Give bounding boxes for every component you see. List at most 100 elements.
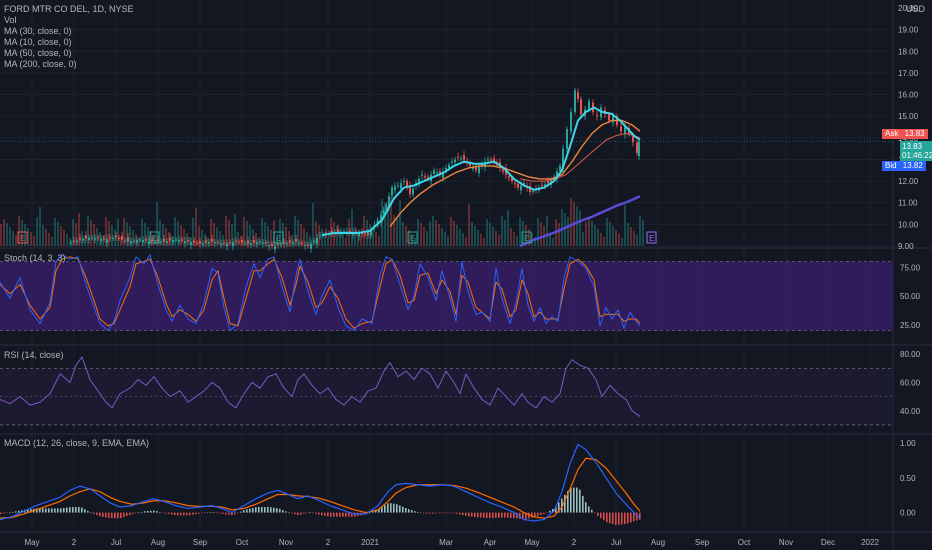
volume-bar	[309, 236, 311, 246]
x-tick-label: Dec	[821, 538, 835, 547]
rsi-legend[interactable]: RSI (14, close)	[4, 350, 64, 360]
macd-histogram-bar	[264, 507, 266, 513]
x-tick-label: 2022	[861, 538, 879, 547]
candle-body	[608, 114, 610, 121]
legend-ma200[interactable]: MA (200, close, 0)	[4, 59, 77, 69]
candle-body	[454, 159, 456, 163]
volume-bar	[0, 224, 2, 246]
stoch-legend[interactable]: Stoch (14, 3, 3)	[4, 253, 66, 263]
macd-histogram-bar	[495, 512, 497, 518]
macd-histogram-bar	[462, 512, 464, 516]
candle-body	[636, 142, 638, 153]
macd-histogram-bar	[444, 512, 446, 514]
volume-bar	[255, 233, 257, 246]
volume-bar	[231, 224, 233, 246]
volume-bar	[585, 222, 587, 246]
macd-histogram-bar	[177, 512, 179, 516]
volume-bar	[603, 237, 605, 246]
macd-legend[interactable]: MACD (12, 26, close, 9, EMA, EMA)	[4, 438, 150, 448]
macd-histogram-bar	[165, 512, 167, 514]
volume-bar	[258, 237, 260, 246]
volume-bar	[387, 207, 389, 246]
macd-histogram-bar	[522, 512, 524, 520]
price-tick-label: 10.00	[898, 220, 919, 229]
macd-histogram-bar	[240, 511, 242, 513]
volume-bar	[477, 230, 479, 246]
candle-body	[169, 237, 171, 241]
earnings-marker-label: E	[152, 234, 157, 243]
macd-histogram-bar	[624, 512, 626, 525]
macd-histogram-bar	[555, 506, 557, 513]
candle-body	[250, 243, 252, 245]
macd-histogram-bar	[504, 512, 506, 518]
macd-histogram-bar	[0, 512, 2, 514]
macd-histogram-bar	[114, 512, 116, 519]
macd-histogram-bar	[48, 508, 50, 513]
macd-histogram-bar	[399, 505, 401, 513]
macd-histogram-bar	[549, 510, 551, 513]
volume-bar	[63, 230, 65, 246]
legend-ma50[interactable]: MA (50, close, 0)	[4, 48, 72, 58]
macd-histogram-bar	[546, 512, 548, 514]
volume-bar	[177, 221, 179, 246]
macd-histogram-bar	[414, 511, 416, 513]
candle-body	[301, 242, 303, 244]
macd-histogram-bar	[639, 512, 641, 520]
legend-vol[interactable]: Vol	[4, 15, 17, 25]
x-tick-label: 2	[572, 538, 577, 547]
candle-body	[391, 187, 393, 196]
macd-histogram-bar	[189, 512, 191, 516]
volume-bar	[525, 225, 527, 246]
volume-bar	[243, 217, 245, 246]
candle-body	[409, 185, 411, 195]
price-tick-label: 15.00	[898, 112, 919, 121]
macd-histogram-bar	[438, 512, 440, 514]
volume-bar	[195, 208, 197, 246]
macd-histogram-bar	[123, 512, 125, 518]
symbol-title[interactable]: FORD MTR CO DEL, 1D, NYSE	[4, 4, 134, 14]
volume-bar	[183, 229, 185, 246]
volume-bar	[501, 216, 503, 246]
volume-bar	[441, 228, 443, 246]
volume-bar	[516, 236, 518, 246]
stoch-k-line	[0, 254, 641, 331]
macd-histogram-bar	[261, 507, 263, 513]
volume-bar	[51, 237, 53, 246]
macd-histogram-bar	[81, 507, 83, 513]
legend-ma30[interactable]: MA (30, close, 0)	[4, 26, 72, 36]
volume-bar	[66, 234, 68, 246]
macd-histogram-bar	[162, 512, 164, 514]
volume-bar	[147, 227, 149, 246]
volume-bar	[606, 218, 608, 246]
volume-bar	[609, 222, 611, 246]
candle-body	[310, 243, 312, 249]
macd-histogram-bar	[18, 510, 20, 513]
macd-tick-label: 0.50	[900, 474, 916, 483]
ma200-line	[519, 195, 641, 248]
volume-bar	[246, 221, 248, 246]
stoch-tick-label: 50.00	[900, 292, 921, 301]
macd-histogram-bar	[45, 508, 47, 513]
volume-bar	[108, 221, 110, 246]
volume-bar	[180, 225, 182, 246]
candle-body	[271, 243, 273, 246]
candle-body	[523, 183, 525, 185]
candle-body	[442, 171, 444, 178]
macd-histogram-bar	[300, 512, 302, 515]
legend-ma10[interactable]: MA (10, close, 0)	[4, 37, 72, 47]
macd-histogram-bar	[630, 512, 632, 523]
earnings-marker-label: E	[276, 234, 281, 243]
volume-bar	[438, 224, 440, 246]
candle-body	[97, 237, 99, 239]
volume-bar	[15, 235, 17, 246]
candle-body	[121, 235, 123, 240]
candle-body	[397, 185, 399, 187]
candle-body	[172, 240, 174, 243]
candle-body	[544, 184, 546, 187]
macd-histogram-bar	[483, 512, 485, 518]
macd-histogram-bar	[441, 512, 443, 514]
macd-histogram-bar	[411, 510, 413, 513]
price-tick-label: 17.00	[898, 69, 919, 78]
candle-body	[313, 240, 315, 243]
